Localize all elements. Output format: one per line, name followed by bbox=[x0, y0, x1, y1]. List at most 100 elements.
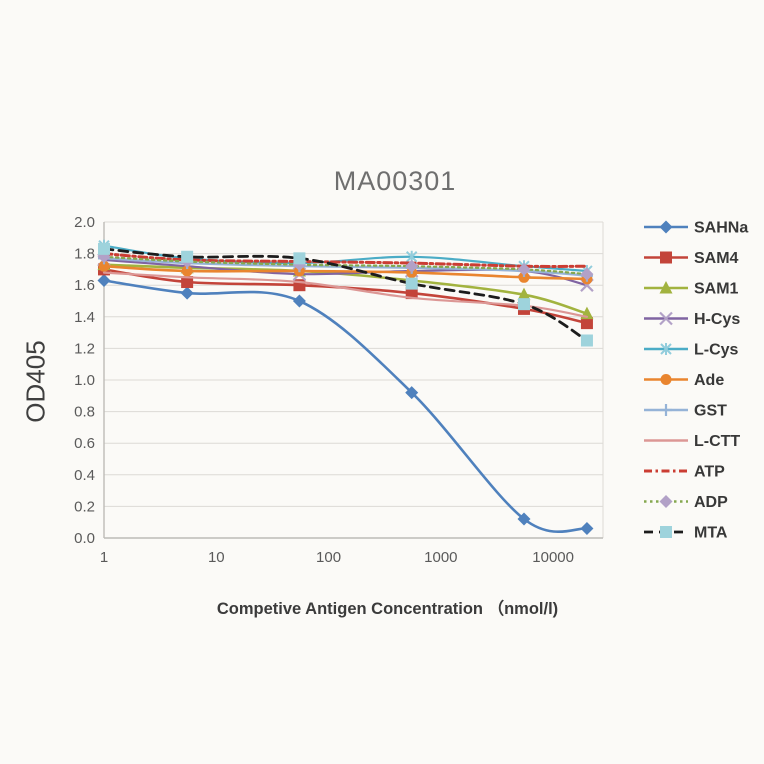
legend-label-ATP: ATP bbox=[694, 464, 725, 481]
diamond-marker bbox=[517, 262, 531, 276]
shape bbox=[659, 311, 673, 326]
series-line-L-CTT bbox=[102, 271, 588, 318]
legend-item-GST: GST bbox=[644, 403, 727, 420]
legend-label-L-CTT: L-CTT bbox=[694, 433, 740, 450]
square-marker bbox=[181, 250, 194, 263]
triangle-marker bbox=[517, 287, 531, 301]
shape bbox=[405, 386, 419, 400]
shape bbox=[659, 220, 673, 234]
legend-item-SAHNa: SAHNa bbox=[644, 220, 748, 237]
y-tick-label: 0.8 bbox=[74, 404, 95, 421]
shape bbox=[517, 262, 531, 276]
legend-label-SAHNa: SAHNa bbox=[694, 220, 748, 237]
x-tick-label: 100 bbox=[316, 549, 341, 566]
square-marker bbox=[181, 276, 194, 289]
shape bbox=[405, 251, 418, 263]
shape bbox=[659, 495, 673, 508]
y-tick-label: 0.6 bbox=[74, 435, 95, 452]
y-tick-label: 0.0 bbox=[74, 530, 95, 547]
diamond-marker bbox=[97, 250, 111, 264]
x-marker bbox=[659, 311, 673, 326]
y-tick-label: 0.2 bbox=[74, 498, 95, 515]
diamond-marker bbox=[517, 512, 531, 526]
legend-item-L-CTT: L-CTT bbox=[644, 433, 740, 450]
square-marker bbox=[580, 334, 593, 347]
square-marker bbox=[660, 251, 672, 264]
diamond-marker bbox=[659, 495, 673, 508]
legend-label-ADP: ADP bbox=[694, 494, 728, 511]
series-line-SAHNa bbox=[102, 279, 589, 534]
square-marker bbox=[660, 526, 672, 538]
x-tick-label: 10 bbox=[208, 549, 225, 566]
diamond-marker bbox=[97, 273, 111, 287]
y-tick-label: 2.0 bbox=[74, 214, 95, 231]
diamond-marker bbox=[580, 267, 594, 281]
shape bbox=[292, 294, 306, 308]
square-marker bbox=[580, 317, 593, 330]
diamond-marker bbox=[405, 386, 419, 400]
shape bbox=[659, 281, 673, 294]
shape bbox=[97, 273, 111, 287]
circle-marker bbox=[181, 265, 193, 277]
legend-item-SAM4: SAM4 bbox=[644, 250, 739, 267]
circle-marker bbox=[98, 260, 110, 272]
asterisk-marker bbox=[660, 343, 672, 355]
diamond-marker bbox=[292, 294, 306, 308]
shape bbox=[98, 242, 110, 255]
shape bbox=[580, 522, 594, 536]
square-marker bbox=[405, 287, 418, 300]
y-tick-label: 1.2 bbox=[74, 340, 95, 357]
series-MTA bbox=[98, 242, 593, 347]
shape bbox=[517, 287, 531, 301]
x-tick-label: 1 bbox=[100, 549, 108, 566]
square-marker bbox=[517, 298, 530, 311]
shape bbox=[518, 271, 530, 283]
shape bbox=[405, 287, 418, 300]
legend-item-L-Cys: L-Cys bbox=[644, 342, 739, 359]
shape bbox=[181, 265, 193, 277]
square-marker bbox=[98, 242, 110, 255]
y-tick-label: 1.8 bbox=[74, 246, 95, 263]
shape bbox=[660, 526, 672, 538]
square-marker bbox=[405, 277, 418, 290]
legend-label-MTA: MTA bbox=[694, 525, 728, 542]
x-axis-title: Competive Antigen Concentration （nmol/l) bbox=[216, 600, 559, 618]
y-tick-label: 1.4 bbox=[74, 309, 95, 326]
legend-label-Ade: Ade bbox=[694, 372, 724, 389]
legend-label-SAM1: SAM1 bbox=[694, 281, 739, 298]
diamond-marker bbox=[180, 286, 194, 300]
y-tick-label: 1.0 bbox=[74, 372, 95, 389]
legend-label-GST: GST bbox=[694, 403, 727, 420]
shape bbox=[98, 260, 110, 272]
legend-item-ADP: ADP bbox=[644, 494, 728, 511]
circle-marker bbox=[518, 271, 530, 283]
shape bbox=[181, 250, 194, 263]
legend-item-H-Cys: H-Cys bbox=[644, 311, 740, 328]
shape bbox=[580, 267, 594, 281]
series-SAHNa bbox=[97, 273, 594, 536]
legend-label-H-Cys: H-Cys bbox=[694, 311, 740, 328]
shape bbox=[405, 277, 418, 290]
legend-label-L-Cys: L-Cys bbox=[694, 342, 739, 359]
shape bbox=[660, 374, 672, 385]
shape bbox=[180, 286, 194, 300]
plus-marker bbox=[660, 404, 672, 416]
square-marker bbox=[293, 252, 306, 265]
diamond-marker bbox=[580, 522, 594, 536]
diamond-marker bbox=[405, 259, 419, 273]
y-tick-label: 0.4 bbox=[74, 467, 95, 484]
legend-item-MTA: MTA bbox=[644, 525, 728, 542]
legend-item-ATP: ATP bbox=[644, 464, 725, 481]
shape bbox=[660, 251, 672, 264]
legend-label-SAM4: SAM4 bbox=[694, 250, 739, 267]
shape bbox=[517, 512, 531, 526]
y-tick-label: 1.6 bbox=[74, 277, 95, 294]
series-L-CTT bbox=[102, 271, 588, 318]
chart-title: MA00301 bbox=[333, 166, 457, 196]
shape bbox=[580, 317, 593, 330]
legend-item-SAM1: SAM1 bbox=[644, 281, 739, 298]
diamond-marker bbox=[659, 220, 673, 234]
shape bbox=[405, 259, 419, 273]
legend-item-Ade: Ade bbox=[644, 372, 724, 389]
